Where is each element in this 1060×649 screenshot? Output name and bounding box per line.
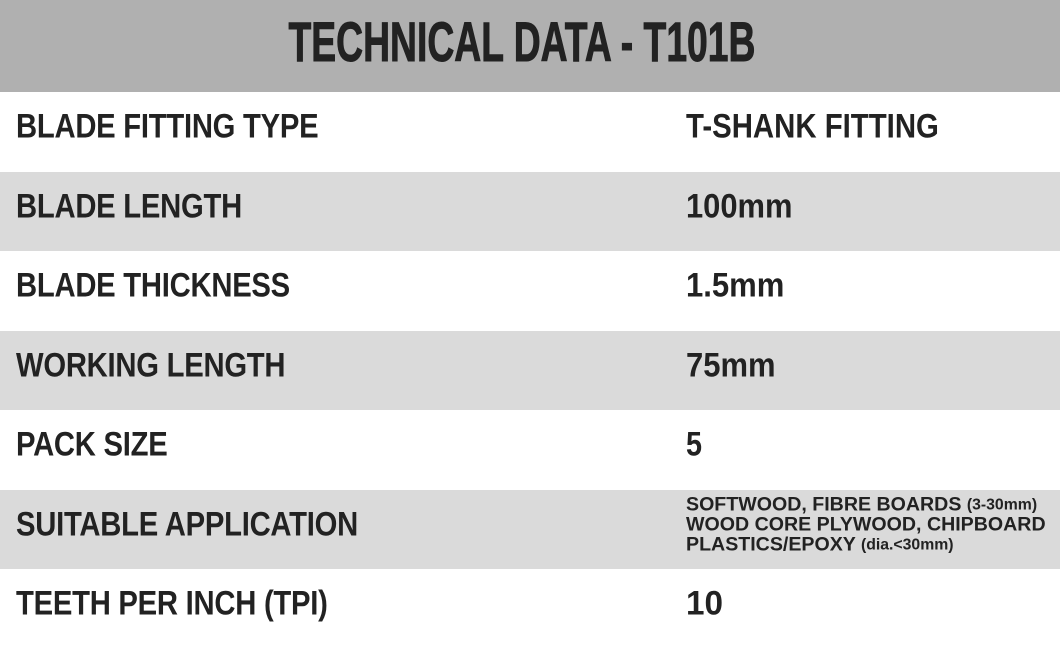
svg-text:SOFTWOOD, FIBRE BOARDS (3-30mm: SOFTWOOD, FIBRE BOARDS (3-30mm) <box>686 493 1037 515</box>
svg-text:BLADE LENGTH: BLADE LENGTH <box>16 187 242 225</box>
svg-text:5: 5 <box>686 426 702 464</box>
svg-text:WOOD CORE PLYWOOD, CHIPBOARD: WOOD CORE PLYWOOD, CHIPBOARD <box>686 513 1046 535</box>
svg-text:PLASTICS/EPOXY (dia.<30mm): PLASTICS/EPOXY (dia.<30mm) <box>686 533 954 555</box>
svg-text:T-SHANK FITTING: T-SHANK FITTING <box>686 108 939 146</box>
svg-text:100mm: 100mm <box>686 187 793 225</box>
svg-text:TECHNICAL DATA - T101B: TECHNICAL DATA - T101B <box>289 10 756 73</box>
svg-text:75mm: 75mm <box>686 346 776 384</box>
svg-text:PACK SIZE: PACK SIZE <box>16 426 167 464</box>
svg-text:1.5mm: 1.5mm <box>686 267 784 305</box>
svg-text:BLADE FITTING TYPE: BLADE FITTING TYPE <box>16 108 318 146</box>
svg-text:SUITABLE APPLICATION: SUITABLE APPLICATION <box>16 505 358 543</box>
svg-text:10: 10 <box>686 585 723 623</box>
svg-text:WORKING LENGTH: WORKING LENGTH <box>16 346 285 384</box>
svg-text:BLADE THICKNESS: BLADE THICKNESS <box>16 267 290 305</box>
svg-text:TEETH PER INCH (TPI): TEETH PER INCH (TPI) <box>16 585 328 623</box>
